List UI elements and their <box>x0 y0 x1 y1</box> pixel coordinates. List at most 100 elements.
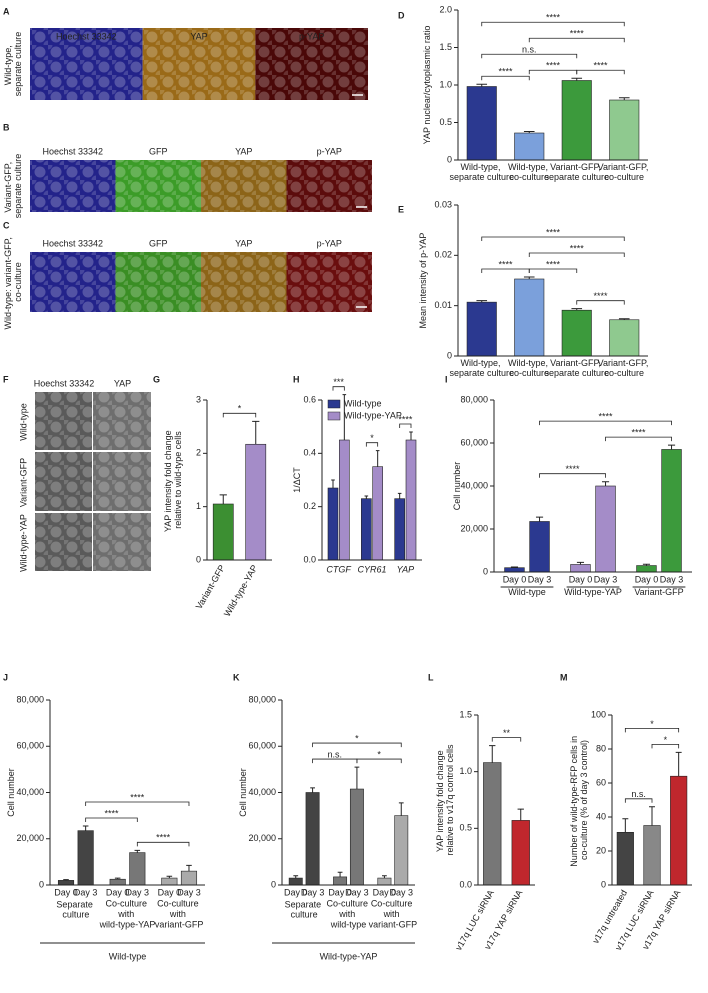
y-axis-label: Cell number <box>452 462 462 511</box>
y-tick-label: 0 <box>483 566 488 576</box>
x-tick-label: Day 3 <box>301 887 325 897</box>
x-tick-label: Day 0 <box>635 574 659 584</box>
bar <box>161 877 178 886</box>
error-bar <box>382 875 387 879</box>
bar <box>661 449 682 573</box>
y-axis-label: Mean intensity of p-YAP <box>418 233 428 329</box>
panel-letter: G <box>153 374 160 384</box>
significance-bracket <box>481 21 625 27</box>
bar <box>305 792 320 886</box>
bar <box>529 521 550 573</box>
bar <box>77 830 94 886</box>
error-bar <box>622 818 629 833</box>
y-tick-label: 0.6 <box>303 394 316 404</box>
x-tick-label: Wild-type, separate culture <box>449 162 514 182</box>
y-tick-label: 0.01 <box>434 300 452 310</box>
y-tick-label: 40,000 <box>16 787 44 797</box>
legend-swatch <box>327 399 341 409</box>
micrograph-texture <box>255 28 368 100</box>
y-axis-label: Cell number <box>6 768 16 817</box>
y-tick-label: 1.5 <box>459 709 472 719</box>
y-tick-label: 0.0 <box>303 554 316 564</box>
panel-letter: J <box>3 672 8 682</box>
channel-label: YAP <box>190 31 207 41</box>
micrograph-texture <box>30 252 116 312</box>
significance-label: **** <box>546 61 561 71</box>
group-label: Separate culture <box>285 900 324 920</box>
x-tick-label: Day 3 <box>660 574 684 584</box>
y-tick-label: 0 <box>196 554 201 564</box>
x-axis-label: Wild-type-YAP <box>320 951 378 961</box>
x-axis-label: Wild-type <box>109 951 147 961</box>
significance-bracket <box>539 473 606 478</box>
channel-label: YAP <box>235 146 252 156</box>
channel-label: p-YAP <box>317 146 342 156</box>
significance-label: **** <box>570 243 585 253</box>
significance-bracket <box>624 798 653 803</box>
micrograph-texture <box>286 160 372 212</box>
bar <box>514 132 545 161</box>
y-tick-label: 20,000 <box>16 833 44 843</box>
significance-label: **** <box>156 833 171 843</box>
x-tick-label: Day 0 <box>54 887 78 897</box>
panel-letter: I <box>445 374 448 384</box>
group-label: Co-culture with wild-type <box>326 899 370 930</box>
significance-label: **** <box>398 414 413 424</box>
y-tick-label: 0 <box>601 879 606 889</box>
bar <box>245 443 267 561</box>
group-label: Separate culture <box>56 900 95 920</box>
significance-label: ** <box>503 728 511 738</box>
bar <box>561 80 592 161</box>
bar <box>514 278 545 357</box>
micrograph-texture <box>142 28 256 100</box>
y-tick-label: 80,000 <box>16 694 44 704</box>
bar <box>595 485 616 573</box>
y-tick-label: 60,000 <box>460 437 488 447</box>
y-tick-label: 0.5 <box>459 823 472 833</box>
significance-label: * <box>650 719 654 729</box>
x-tick-label: Day 3 <box>177 887 201 897</box>
error-bar <box>675 751 682 777</box>
x-tick-label: CTGF <box>326 564 351 574</box>
bar <box>109 878 126 886</box>
y-tick-label: 1.0 <box>459 766 472 776</box>
panel-letter: K <box>233 672 240 682</box>
panel-letter: F <box>3 374 9 384</box>
significance-label: n.s. <box>327 749 342 759</box>
x-tick-label: Day 3 <box>594 574 618 584</box>
error-bar <box>364 495 369 499</box>
bar <box>339 439 350 561</box>
bar <box>466 301 497 357</box>
x-tick-label: Day 0 <box>373 887 397 897</box>
significance-bracket <box>528 37 625 43</box>
significance-bracket <box>576 69 625 75</box>
error-bar <box>517 808 524 821</box>
error-bar <box>166 875 173 879</box>
y-tick-label: 1.5 <box>439 42 452 52</box>
panel-letter: C <box>3 220 10 230</box>
error-bar <box>618 97 630 100</box>
bar <box>327 487 339 561</box>
y-tick-label: 0.03 <box>434 199 452 209</box>
micrograph-texture <box>35 452 92 511</box>
y-tick-label: 1.0 <box>439 79 452 89</box>
panel-letter: B <box>3 122 10 132</box>
error-bar <box>618 318 630 320</box>
row-label: Wild-type: variant-GFP, co-culture <box>3 235 23 330</box>
error-bar <box>310 787 315 793</box>
significance-label: **** <box>546 13 561 23</box>
panel-letter: M <box>560 672 568 682</box>
channel-label: Hoechst 33342 <box>56 31 117 41</box>
error-bar <box>354 766 360 790</box>
bar <box>609 319 640 357</box>
bar <box>288 877 303 886</box>
group-label: Wild-type-YAP <box>564 587 622 597</box>
channel-label: GFP <box>149 238 168 248</box>
micrograph-texture <box>201 160 287 212</box>
bar <box>466 86 497 161</box>
group-label: Wild-type <box>508 587 546 597</box>
error-bar <box>219 494 227 504</box>
row-label: Wild-type <box>18 403 28 441</box>
group-label: Variant-GFP <box>634 587 683 597</box>
bar <box>57 880 75 886</box>
